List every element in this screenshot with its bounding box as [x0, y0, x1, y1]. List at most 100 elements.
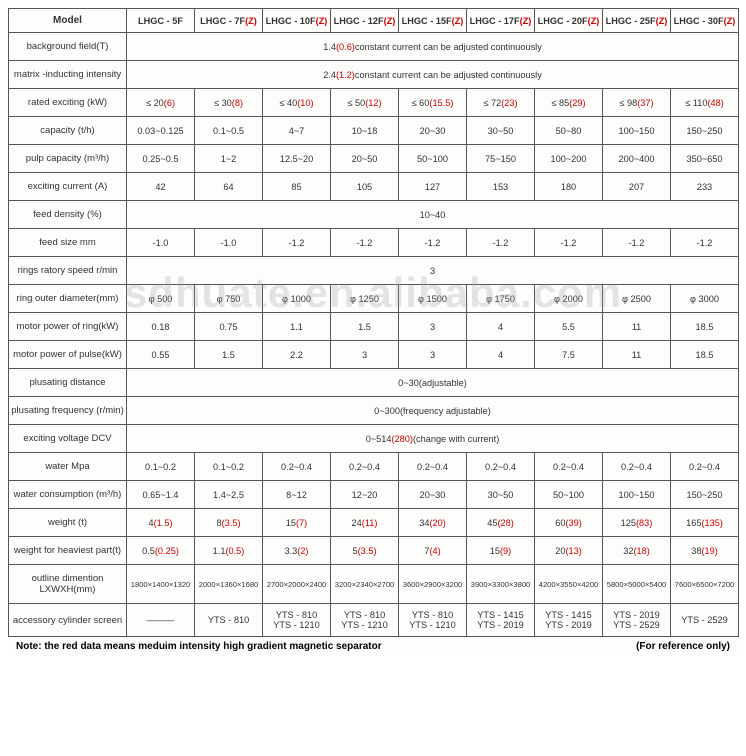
data-cell: φ 500 [127, 285, 195, 313]
data-cell: ≤ 72(23) [467, 89, 535, 117]
row-label: background field(T) [9, 33, 127, 61]
data-cell: YTS - 810YTS - 1210 [263, 604, 331, 637]
data-cell: 4~7 [263, 117, 331, 145]
data-cell: 8~12 [263, 481, 331, 509]
data-cell: 7600×6500×7200 [671, 565, 739, 604]
data-cell: 11 [603, 341, 671, 369]
data-cell: 0.2~0.4 [671, 453, 739, 481]
model-header: Model [9, 9, 127, 33]
span-cell: 3 [127, 257, 739, 285]
data-cell: 0.5(0.25) [127, 537, 195, 565]
data-cell: 30~50 [467, 481, 535, 509]
data-cell: 50~100 [399, 145, 467, 173]
table-row: rated exciting (kW)≤ 20(6)≤ 30(8)≤ 40(10… [9, 89, 739, 117]
data-cell: 12~20 [331, 481, 399, 509]
data-cell: 0.1~0.2 [195, 453, 263, 481]
data-cell: 125(83) [603, 509, 671, 537]
data-cell: 15(7) [263, 509, 331, 537]
data-cell: ≤ 30(8) [195, 89, 263, 117]
data-cell: -1.0 [127, 229, 195, 257]
data-cell: 0.2~0.4 [399, 453, 467, 481]
footnote: Note: the red data means meduim intensit… [8, 637, 738, 656]
data-cell: 207 [603, 173, 671, 201]
data-cell: 0.2~0.4 [535, 453, 603, 481]
data-cell: ≤ 110(48) [671, 89, 739, 117]
row-label: rings ratory speed r/min [9, 257, 127, 285]
data-cell: 18.5 [671, 313, 739, 341]
data-cell: 105 [331, 173, 399, 201]
data-cell: 0.75 [195, 313, 263, 341]
row-label: exciting current (A) [9, 173, 127, 201]
table-row: pulp capacity (m³/h)0.25~0.51~212.5~2020… [9, 145, 739, 173]
data-cell: 150~250 [671, 117, 739, 145]
data-cell: 3 [399, 313, 467, 341]
row-label: matrix -inducting intensity [9, 61, 127, 89]
row-label: plusating distance [9, 369, 127, 397]
row-label: pulp capacity (m³/h) [9, 145, 127, 173]
data-cell: 5800×5000×5400 [603, 565, 671, 604]
data-cell: 100~200 [535, 145, 603, 173]
spec-table: ModelLHGC - 5FLHGC - 7F(Z)LHGC - 10F(Z)L… [8, 8, 739, 637]
row-label: capacity (t/h) [9, 117, 127, 145]
data-cell: -1.2 [467, 229, 535, 257]
data-cell: 350~650 [671, 145, 739, 173]
span-cell: 10~40 [127, 201, 739, 229]
data-cell: 0.65~1.4 [127, 481, 195, 509]
data-cell: 2700×2000×2400 [263, 565, 331, 604]
data-cell: 3.3(2) [263, 537, 331, 565]
data-cell: 0.2~0.4 [331, 453, 399, 481]
data-cell: 3900×3300×3800 [467, 565, 535, 604]
table-row: background field(T)1.4(0.6)constant curr… [9, 33, 739, 61]
data-cell: 11 [603, 313, 671, 341]
data-cell: 5.5 [535, 313, 603, 341]
data-cell: ——— [127, 604, 195, 637]
data-cell: 150~250 [671, 481, 739, 509]
data-cell: 1800×1400×1320 [127, 565, 195, 604]
data-cell: YTS - 2019YTS - 2529 [603, 604, 671, 637]
data-cell: 20~30 [399, 117, 467, 145]
data-cell: 75~150 [467, 145, 535, 173]
data-cell: 3 [399, 341, 467, 369]
footnote-right: (For reference only) [636, 641, 730, 652]
data-cell: 4200×3550×4200 [535, 565, 603, 604]
table-row: plusating distance0~30(adjustable) [9, 369, 739, 397]
table-row: water Mpa0.1~0.20.1~0.20.2~0.40.2~0.40.2… [9, 453, 739, 481]
table-row: motor power of pulse(kW)0.551.52.23347.5… [9, 341, 739, 369]
data-cell: 30~50 [467, 117, 535, 145]
row-label: exciting voltage DCV [9, 425, 127, 453]
data-cell: YTS - 1415YTS - 2019 [467, 604, 535, 637]
col-header: LHGC - 30F(Z) [671, 9, 739, 33]
table-row: water consumption (m³/h)0.65~1.41.4~2.58… [9, 481, 739, 509]
data-cell: 10~18 [331, 117, 399, 145]
data-cell: YTS - 810YTS - 1210 [399, 604, 467, 637]
table-row: motor power of ring(kW)0.180.751.11.5345… [9, 313, 739, 341]
data-cell: 85 [263, 173, 331, 201]
data-cell: -1.2 [331, 229, 399, 257]
data-cell: φ 1500 [399, 285, 467, 313]
data-cell: -1.2 [535, 229, 603, 257]
data-cell: 200~400 [603, 145, 671, 173]
data-cell: 1.1(0.5) [195, 537, 263, 565]
row-label: accessory cylinder screen [9, 604, 127, 637]
col-header: LHGC - 15F(Z) [399, 9, 467, 33]
data-cell: 1.5 [331, 313, 399, 341]
row-label: motor power of pulse(kW) [9, 341, 127, 369]
data-cell: 180 [535, 173, 603, 201]
data-cell: ≤ 20(6) [127, 89, 195, 117]
data-cell: 15(9) [467, 537, 535, 565]
data-cell: -1.2 [671, 229, 739, 257]
data-cell: ≤ 60(15.5) [399, 89, 467, 117]
data-cell: 8(3.5) [195, 509, 263, 537]
data-cell: φ 2000 [535, 285, 603, 313]
col-header: LHGC - 7F(Z) [195, 9, 263, 33]
data-cell: 7(4) [399, 537, 467, 565]
data-cell: 50~80 [535, 117, 603, 145]
table-row: capacity (t/h)0.03~0.1250.1~0.54~710~182… [9, 117, 739, 145]
col-header: LHGC - 10F(Z) [263, 9, 331, 33]
data-cell: φ 1750 [467, 285, 535, 313]
data-cell: 7.5 [535, 341, 603, 369]
row-label: outline dimention LXWXH(mm) [9, 565, 127, 604]
data-cell: 64 [195, 173, 263, 201]
span-cell: 2.4(1.2)constant current can be adjusted… [127, 61, 739, 89]
data-cell: YTS - 810 [195, 604, 263, 637]
